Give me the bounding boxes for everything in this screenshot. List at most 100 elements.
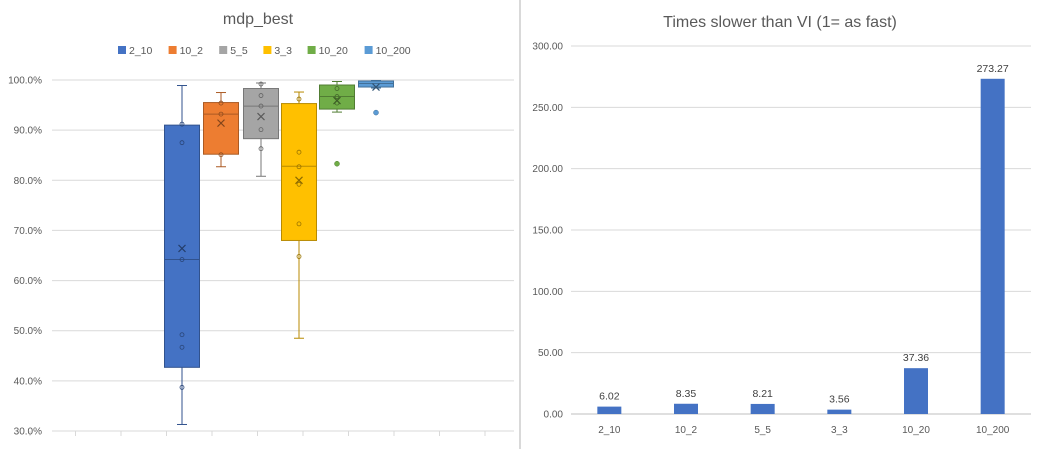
bar-chart-plot-area: 6.02 8.35 8.21 3.56 37.36 273.27 — [597, 63, 1009, 414]
y-tick-label: 200.00 — [532, 164, 563, 175]
bar-value-label: 3.56 — [829, 394, 850, 406]
bar-2_10 — [597, 406, 622, 414]
bar-chart-title: Times slower than VI (1= as fast) — [663, 14, 897, 31]
bar-chart-gridlines — [571, 45, 1031, 415]
y-tick-label: 100.00 — [532, 287, 563, 298]
legend-swatch — [168, 46, 177, 54]
data-point — [296, 149, 302, 155]
box-chart-plot-area — [164, 80, 394, 425]
y-tick-label: 250.00 — [532, 103, 563, 114]
outlier-point — [373, 109, 379, 116]
bar-value-label: 8.35 — [676, 388, 697, 400]
legend-swatch — [364, 46, 373, 54]
box-plot-chart: mdp_best 2_10 10_2 5_5 3_3 10_20 10_200 100.0… — [0, 0, 519, 449]
bar-value-label: 37.36 — [903, 352, 929, 364]
y-tick-label: 50.0% — [14, 326, 42, 337]
legend-label: 5_5 — [230, 45, 248, 57]
data-point — [179, 140, 185, 146]
data-point — [258, 146, 264, 152]
bar-value-label: 8.21 — [752, 388, 773, 400]
box-2_10 — [164, 85, 200, 425]
legend-swatch — [118, 46, 126, 54]
y-tick-label: 60.0% — [14, 276, 42, 287]
data-point — [296, 181, 302, 187]
x-tick-label: 3_3 — [831, 425, 848, 436]
data-point — [218, 100, 224, 106]
bar-10_20 — [904, 368, 928, 414]
data-point — [296, 96, 302, 102]
data-point — [258, 103, 264, 109]
bar-10_2 — [674, 403, 698, 414]
y-tick-label: 100.0% — [8, 76, 42, 87]
data-point — [218, 152, 224, 158]
bar-chart-svg: Times slower than VI (1= as fast) 300.00… — [532, 14, 1031, 436]
x-tick-label: 10_200 — [976, 425, 1010, 436]
box-body — [319, 84, 355, 110]
legend-swatch — [263, 46, 272, 54]
box-chart-y-axis: 100.0% 90.0% 80.0% 70.0% 60.0% 50.0% 40.… — [8, 76, 42, 438]
y-tick-label: 40.0% — [14, 376, 42, 387]
data-point — [179, 384, 185, 390]
legend-item: 3_3 — [263, 45, 292, 57]
box-10_200 — [358, 80, 394, 116]
legend-item: 2_10 — [118, 45, 153, 57]
bar-value-label: 273.27 — [977, 63, 1009, 75]
box-chart-legend: 2_10 10_2 5_5 3_3 10_20 10_200 — [118, 45, 411, 57]
box-10_2 — [203, 92, 239, 168]
y-tick-label: 150.00 — [532, 226, 563, 237]
legend-label: 10_2 — [180, 45, 204, 57]
legend-swatch — [219, 46, 228, 54]
box-3_3 — [281, 91, 317, 339]
x-tick-label: 5_5 — [754, 425, 771, 436]
data-point — [296, 164, 302, 170]
bar-chart-x-axis: 2_10 10_2 5_5 3_3 10_20 10_200 — [598, 425, 1010, 436]
mean-marker — [217, 119, 225, 128]
box-body — [281, 103, 317, 241]
mean-marker — [372, 83, 380, 91]
y-tick-label: 300.00 — [532, 42, 563, 53]
x-tick-label: 10_2 — [675, 425, 698, 436]
bar-chart: Times slower than VI (1= as fast) 300.00… — [521, 0, 1039, 449]
legend-label: 2_10 — [129, 45, 153, 57]
data-point — [179, 257, 185, 262]
data-point — [179, 344, 185, 350]
box-5_5 — [243, 81, 279, 177]
box-10_20 — [319, 81, 355, 167]
legend-item: 5_5 — [219, 45, 248, 57]
legend-item: 10_200 — [364, 45, 411, 57]
bar-10_200 — [980, 78, 1005, 414]
box-body — [358, 80, 394, 88]
mean-marker — [257, 112, 265, 121]
x-tick-label: 10_20 — [902, 425, 930, 436]
legend-label: 10_20 — [319, 45, 348, 57]
box-body — [203, 102, 239, 155]
legend-item: 10_2 — [168, 45, 204, 57]
legend-label: 3_3 — [274, 45, 292, 57]
bar-chart-y-axis: 300.00 250.00 200.00 150.00 100.00 50.00… — [532, 42, 563, 421]
box-chart-title: mdp_best — [223, 11, 294, 28]
data-point — [179, 121, 185, 127]
y-tick-label: 70.0% — [14, 226, 42, 237]
data-point — [258, 81, 264, 87]
box-body — [243, 88, 279, 140]
data-point — [258, 93, 264, 98]
outlier-point — [334, 160, 340, 167]
data-point — [296, 221, 302, 227]
y-tick-label: 80.0% — [14, 176, 42, 187]
legend-item: 10_20 — [307, 45, 348, 57]
mean-marker — [178, 244, 186, 253]
y-tick-label: 0.00 — [544, 410, 564, 421]
bar-5_5 — [750, 403, 775, 414]
legend-swatch — [307, 46, 316, 54]
y-tick-label: 50.00 — [538, 348, 563, 359]
bar-value-label: 6.02 — [599, 391, 620, 403]
legend-label: 10_200 — [376, 45, 411, 57]
mean-marker — [295, 176, 303, 185]
box-plot-svg: mdp_best 2_10 10_2 5_5 3_3 10_20 10_200 100.0… — [8, 11, 514, 438]
mean-marker — [333, 96, 341, 105]
data-point — [296, 254, 302, 259]
data-point — [179, 332, 185, 338]
y-tick-label: 90.0% — [14, 126, 42, 137]
data-point — [334, 94, 340, 99]
box-body — [164, 124, 200, 368]
